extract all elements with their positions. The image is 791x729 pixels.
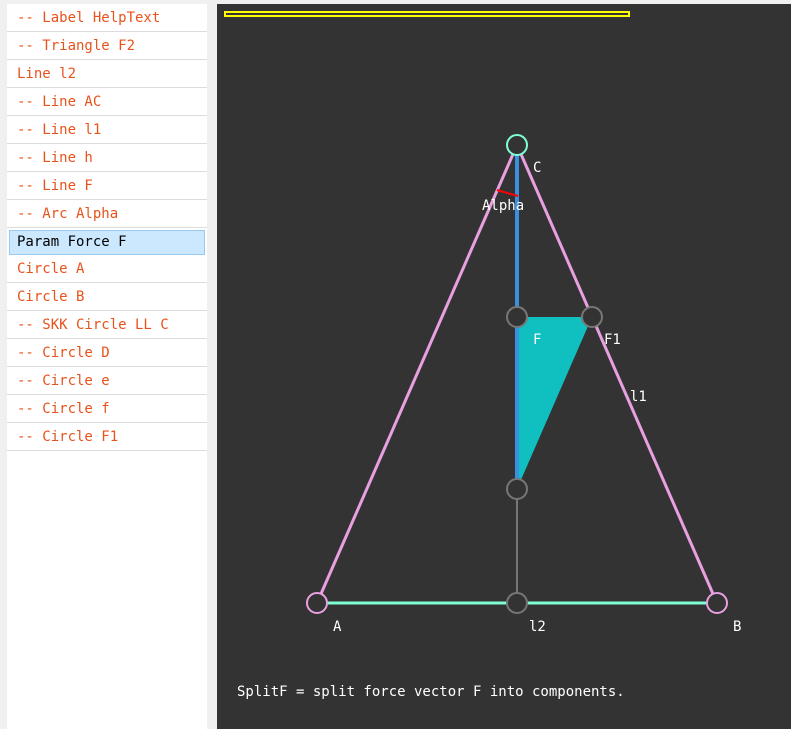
label-alpha: Alpha [482, 198, 524, 214]
list-item-circle-a[interactable]: Circle A [7, 255, 207, 283]
circle-b[interactable] [706, 592, 728, 614]
circle-f[interactable] [506, 592, 528, 614]
triangle-f2[interactable] [517, 317, 592, 489]
list-item-line-l2[interactable]: Line l2 [7, 60, 207, 88]
circle-d[interactable] [506, 306, 528, 328]
list-item-skk-circle-ll-c[interactable]: -- SKK Circle LL C [7, 311, 207, 339]
geometry-canvas[interactable]: C Alpha F F1 l1 A l2 B SplitF = split fo… [217, 4, 791, 729]
list-item-circle-b[interactable]: Circle B [7, 283, 207, 311]
list-item-circle-d[interactable]: -- Circle D [7, 339, 207, 367]
circle-f1[interactable] [581, 306, 603, 328]
list-item-circle-e[interactable]: -- Circle e [7, 367, 207, 395]
circle-a[interactable] [306, 592, 328, 614]
line-ac[interactable] [315, 144, 519, 604]
label-f: F [533, 332, 541, 348]
arc-alpha[interactable] [496, 189, 519, 197]
help-text-label: SplitF = split force vector F into compo… [237, 684, 625, 700]
label-a: A [333, 619, 342, 635]
highlight-bar [224, 11, 630, 17]
list-item-arc-alpha[interactable]: -- Arc Alpha [7, 200, 207, 228]
label-f1: F1 [604, 332, 621, 348]
list-item-line-l1[interactable]: -- Line l1 [7, 116, 207, 144]
line-l1[interactable] [515, 144, 719, 604]
list-item-line-ac[interactable]: -- Line AC [7, 88, 207, 116]
list-item-param-force-f[interactable]: Param Force F [9, 230, 205, 255]
list-item-line-h[interactable]: -- Line h [7, 144, 207, 172]
label-l1: l1 [630, 389, 647, 405]
list-item-line-f[interactable]: -- Line F [7, 172, 207, 200]
circle-e[interactable] [506, 478, 528, 500]
label-b: B [733, 619, 741, 635]
list-item-circle-f1[interactable]: -- Circle F1 [7, 423, 207, 451]
circle-c[interactable] [506, 134, 528, 156]
list-item-label-helptext[interactable]: -- Label HelpText [7, 4, 207, 32]
list-item-circle-f[interactable]: -- Circle f [7, 395, 207, 423]
label-l2: l2 [529, 619, 546, 635]
list-item-triangle-f2[interactable]: -- Triangle F2 [7, 32, 207, 60]
object-list: -- Label HelpText -- Triangle F2 Line l2… [7, 4, 207, 729]
canvas-svg[interactable]: C Alpha F F1 l1 A l2 B [217, 4, 791, 729]
label-c: C [533, 160, 541, 176]
